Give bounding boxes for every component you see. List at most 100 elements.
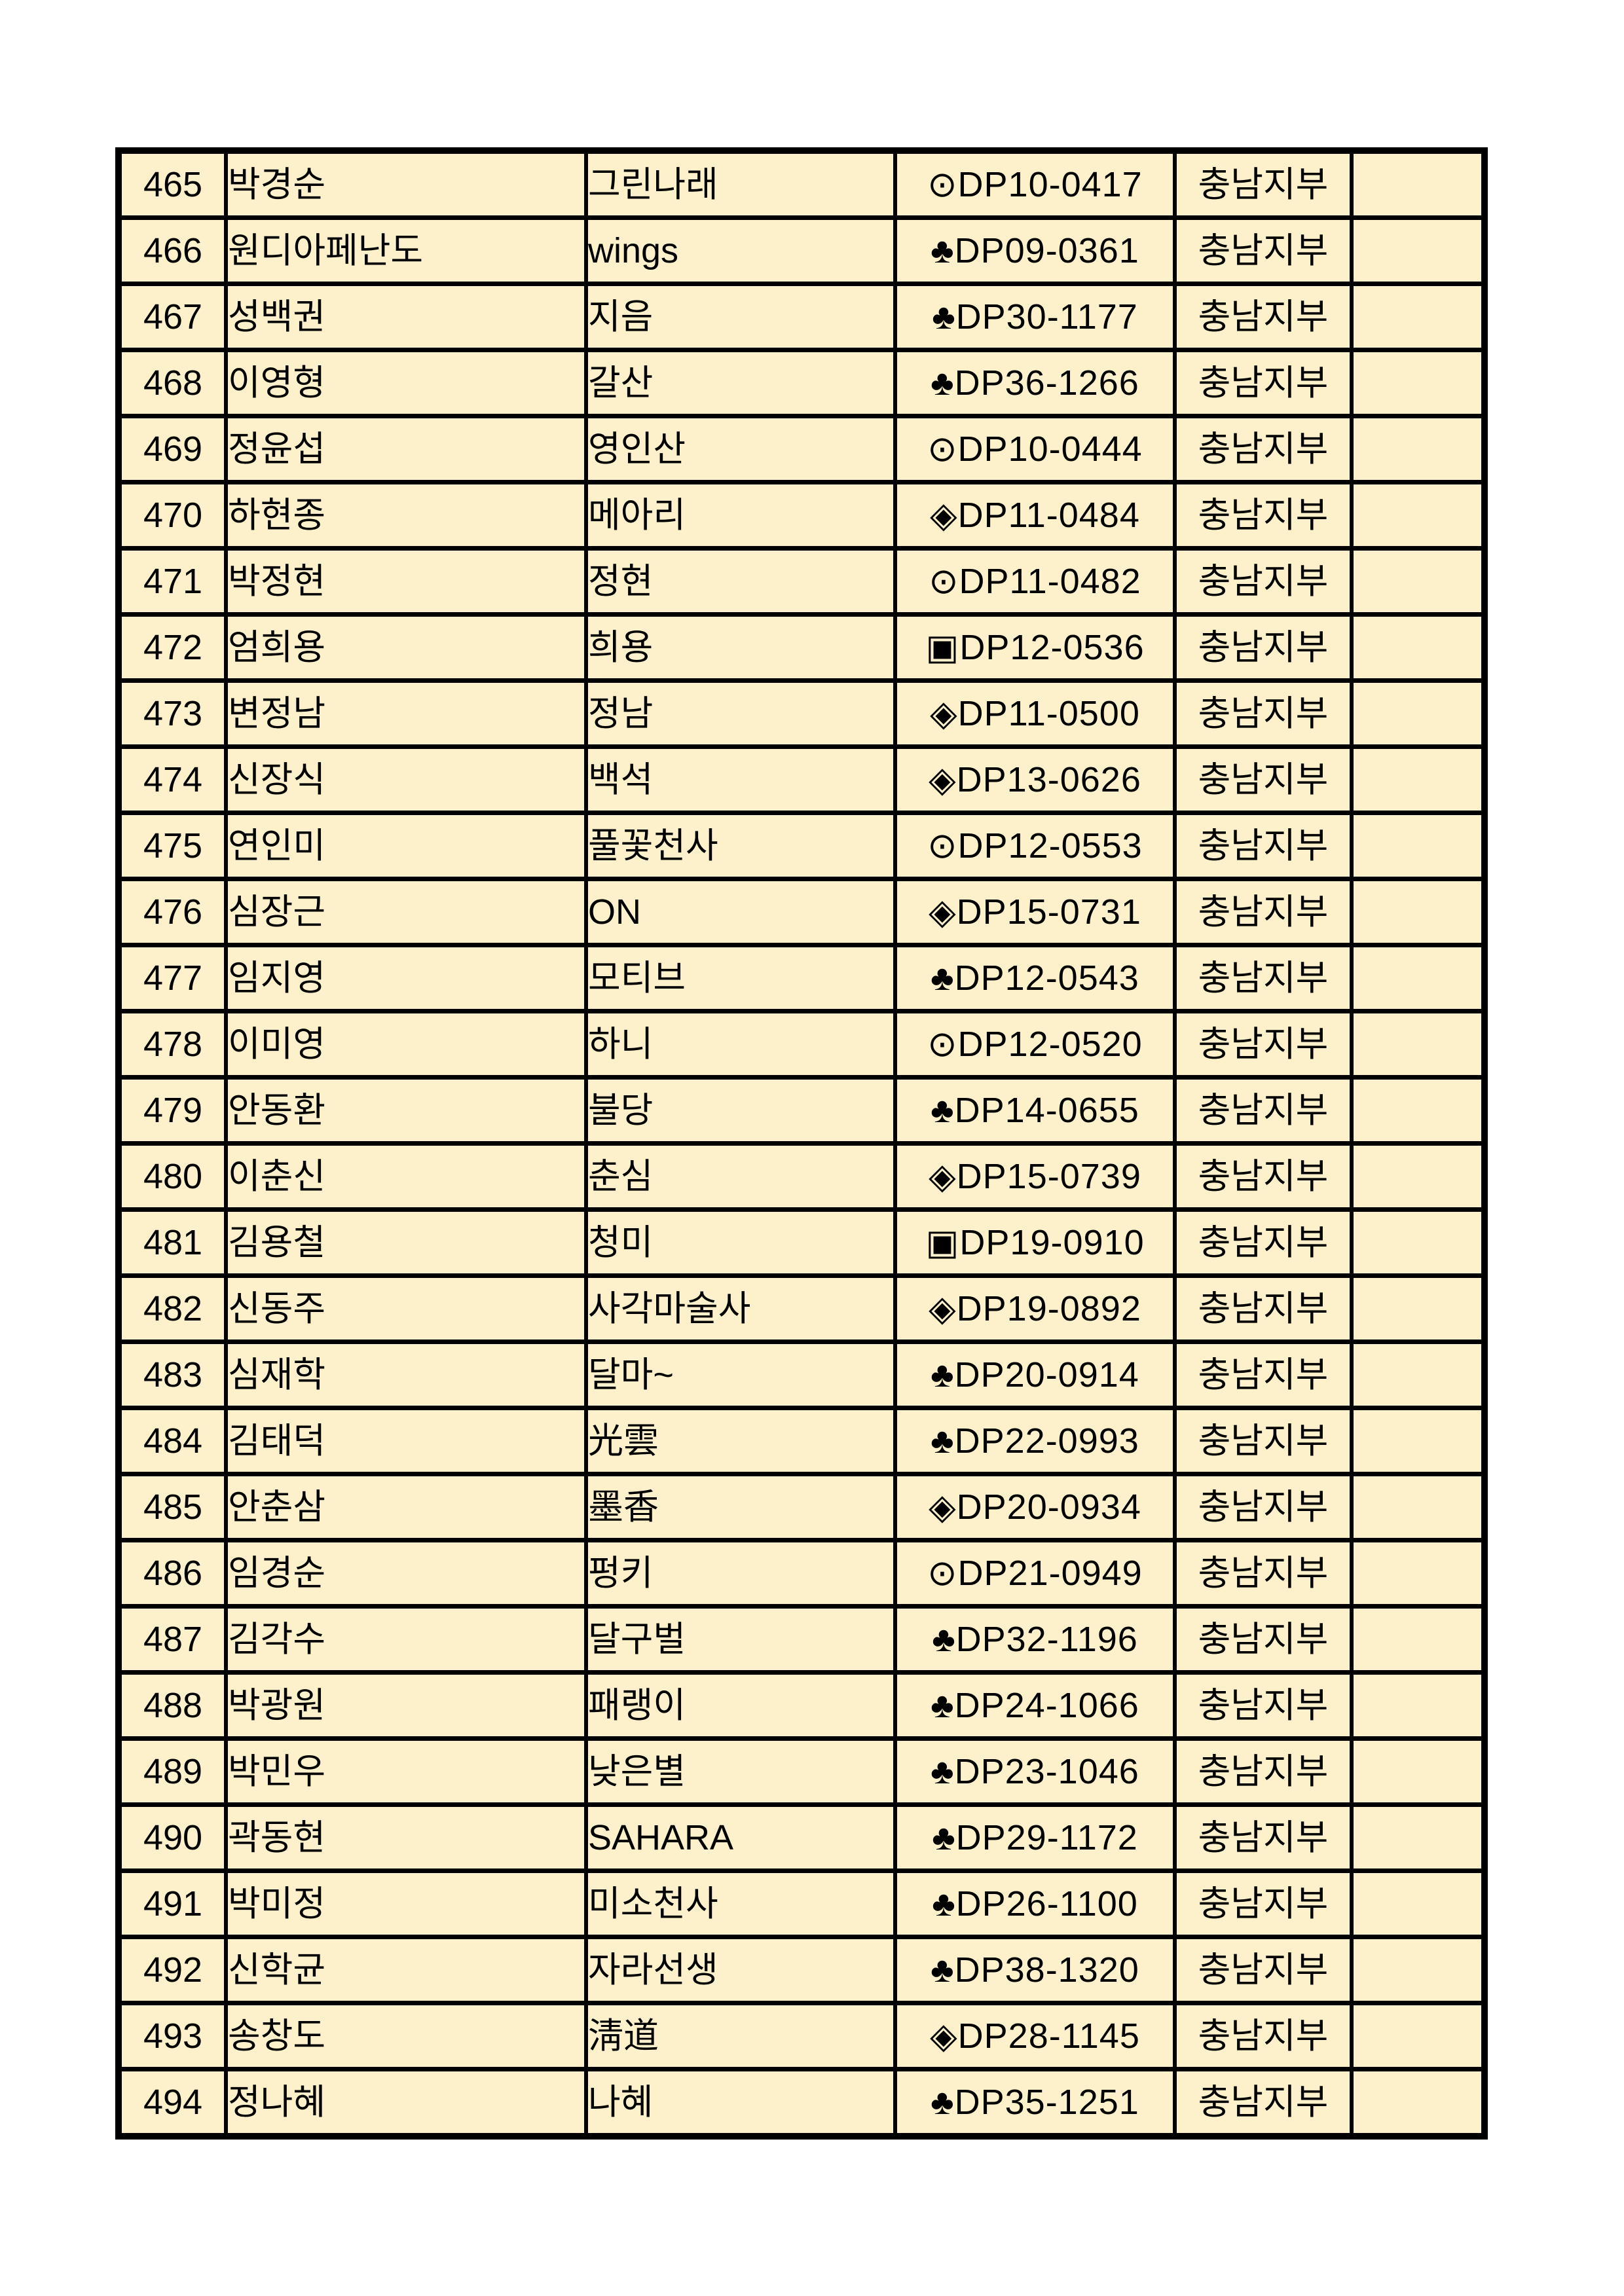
cell-nickname: 춘심: [584, 1141, 897, 1212]
cell-nickname: ON: [584, 877, 897, 947]
cell-row-number: 482: [117, 1273, 228, 1344]
cell-nickname: 풀꽃천사: [584, 811, 897, 881]
cell-member-code: ♣DP24-1066: [893, 1670, 1177, 1741]
cell-empty: [1350, 1736, 1486, 1807]
cell-empty: [1350, 1670, 1486, 1741]
cell-branch: 충남지부: [1173, 1670, 1354, 1741]
cell-nickname: 달구벌: [584, 1604, 897, 1675]
cell-member-name: 심재학: [224, 1339, 588, 1410]
cell-member-name: 박경순: [224, 148, 588, 220]
cell-row-number: 472: [117, 612, 228, 683]
cell-nickname: 갈산: [584, 348, 897, 418]
cell-row-number: 492: [117, 1935, 228, 2005]
cell-nickname: 희용: [584, 612, 897, 683]
table-row: 493 송창도 淸道 ◈DP28-1145 충남지부: [117, 2001, 1486, 2071]
cell-nickname: 정현: [584, 546, 897, 617]
cell-empty: [1350, 678, 1486, 749]
table-row: 474 신장식 백석 ◈DP13-0626 충남지부: [117, 744, 1486, 815]
cell-empty: [1350, 1075, 1486, 1146]
cell-row-number: 484: [117, 1406, 228, 1476]
table-row: 472 엄희용 희용 ▣DP12-0536 충남지부: [117, 612, 1486, 683]
cell-member-name: 박정현: [224, 546, 588, 617]
table-row: 484 김태덕 光雲 ♣DP22-0993 충남지부: [117, 1406, 1486, 1476]
table-row: 488 박광원 패랭이 ♣DP24-1066 충남지부: [117, 1670, 1486, 1741]
cell-nickname: 모티브: [584, 943, 897, 1013]
cell-nickname: 미소천사: [584, 1868, 897, 1939]
cell-member-code: ⊙DP11-0482: [893, 546, 1177, 617]
cell-branch: 충남지부: [1173, 2067, 1354, 2139]
table-row: 467 성백권 지음 ♣DP30-1177 충남지부: [117, 282, 1486, 352]
cell-branch: 충남지부: [1173, 2001, 1354, 2071]
roster-table-body: 465 박경순 그린나래 ⊙DP10-0417 충남지부 466 원디아페난도 …: [117, 148, 1486, 2139]
cell-member-code: ♣DP26-1100: [893, 1868, 1177, 1939]
cell-member-name: 김각수: [224, 1604, 588, 1675]
cell-member-name: 엄희용: [224, 612, 588, 683]
table-row: 486 임경순 펑키 ⊙DP21-0949 충남지부: [117, 1538, 1486, 1609]
cell-nickname: 지음: [584, 282, 897, 352]
cell-nickname: 그린나래: [584, 148, 897, 220]
cell-member-code: ♣DP35-1251: [893, 2067, 1177, 2139]
cell-nickname: 정남: [584, 678, 897, 749]
cell-branch: 충남지부: [1173, 1406, 1354, 1476]
cell-branch: 충남지부: [1173, 1339, 1354, 1410]
cell-branch: 충남지부: [1173, 480, 1354, 551]
cell-row-number: 479: [117, 1075, 228, 1146]
cell-member-name: 이춘신: [224, 1141, 588, 1212]
cell-member-name: 변정남: [224, 678, 588, 749]
cell-branch: 충남지부: [1173, 1472, 1354, 1542]
cell-member-name: 정윤섭: [224, 414, 588, 484]
table-row: 491 박미정 미소천사 ♣DP26-1100 충남지부: [117, 1868, 1486, 1939]
cell-empty: [1350, 1207, 1486, 1278]
cell-member-name: 심장근: [224, 877, 588, 947]
cell-branch: 충남지부: [1173, 877, 1354, 947]
cell-member-name: 김용철: [224, 1207, 588, 1278]
table-row: 494 정나혜 나혜 ♣DP35-1251 충남지부: [117, 2067, 1486, 2139]
cell-member-code: ♣DP36-1266: [893, 348, 1177, 418]
cell-row-number: 493: [117, 2001, 228, 2071]
cell-member-name: 박광원: [224, 1670, 588, 1741]
cell-member-name: 안동환: [224, 1075, 588, 1146]
cell-branch: 충남지부: [1173, 282, 1354, 352]
cell-member-name: 안춘삼: [224, 1472, 588, 1542]
cell-row-number: 487: [117, 1604, 228, 1675]
cell-nickname: 패랭이: [584, 1670, 897, 1741]
cell-nickname: 하니: [584, 1009, 897, 1080]
cell-nickname: 불당: [584, 1075, 897, 1146]
cell-nickname: 메아리: [584, 480, 897, 551]
table-row: 483 심재학 달마~ ♣DP20-0914 충남지부: [117, 1339, 1486, 1410]
cell-member-code: ◈DP15-0739: [893, 1141, 1177, 1212]
cell-nickname: 낮은별: [584, 1736, 897, 1807]
cell-nickname: 영인산: [584, 414, 897, 484]
cell-empty: [1350, 215, 1486, 286]
cell-member-code: ♣DP32-1196: [893, 1604, 1177, 1675]
cell-branch: 충남지부: [1173, 1075, 1354, 1146]
cell-empty: [1350, 480, 1486, 551]
cell-row-number: 480: [117, 1141, 228, 1212]
cell-empty: [1350, 546, 1486, 617]
cell-branch: 충남지부: [1173, 943, 1354, 1013]
table-row: 471 박정현 정현 ⊙DP11-0482 충남지부: [117, 546, 1486, 617]
cell-member-code: ♣DP30-1177: [893, 282, 1177, 352]
cell-nickname: 청미: [584, 1207, 897, 1278]
cell-row-number: 465: [117, 148, 228, 220]
cell-member-code: ◈DP13-0626: [893, 744, 1177, 815]
cell-member-name: 이영형: [224, 348, 588, 418]
cell-branch: 충남지부: [1173, 348, 1354, 418]
cell-branch: 충남지부: [1173, 1736, 1354, 1807]
cell-branch: 충남지부: [1173, 612, 1354, 683]
table-row: 490 곽동현 SAHARA ♣DP29-1172 충남지부: [117, 1802, 1486, 1873]
table-row: 477 임지영 모티브 ♣DP12-0543 충남지부: [117, 943, 1486, 1013]
cell-member-code: ♣DP20-0914: [893, 1339, 1177, 1410]
cell-member-code: ⊙DP21-0949: [893, 1538, 1177, 1609]
cell-empty: [1350, 1935, 1486, 2005]
table-row: 473 변정남 정남 ◈DP11-0500 충남지부: [117, 678, 1486, 749]
cell-member-name: 송창도: [224, 2001, 588, 2071]
cell-row-number: 485: [117, 1472, 228, 1542]
cell-branch: 충남지부: [1173, 1009, 1354, 1080]
table-row: 469 정윤섭 영인산 ⊙DP10-0444 충남지부: [117, 414, 1486, 484]
cell-empty: [1350, 943, 1486, 1013]
cell-row-number: 486: [117, 1538, 228, 1609]
table-row: 480 이춘신 춘심 ◈DP15-0739 충남지부: [117, 1141, 1486, 1212]
cell-member-name: 정나혜: [224, 2067, 588, 2139]
cell-member-name: 신장식: [224, 744, 588, 815]
